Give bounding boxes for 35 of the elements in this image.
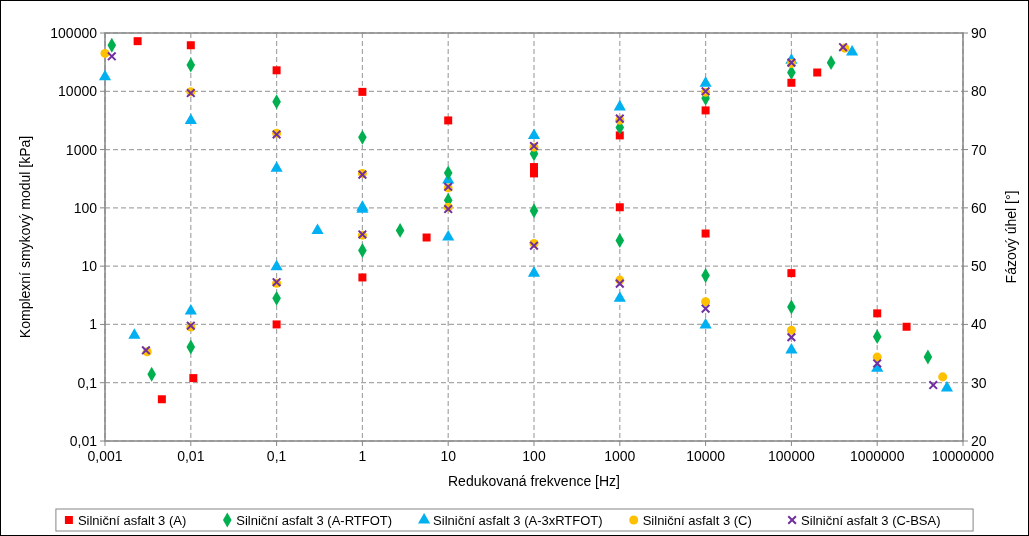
y2-tick-label: 20 — [971, 433, 987, 449]
y-axis-title: Komplexní smykový modul [kPa] — [17, 135, 33, 339]
y2-tick-label: 70 — [971, 141, 987, 158]
y2-tick-label: 30 — [971, 374, 987, 391]
x-tick-label: 0,001 — [87, 448, 123, 464]
y-tick-label: 10000 — [58, 83, 98, 100]
y2-tick-label: 40 — [971, 316, 987, 333]
y-tick-label: 100 — [73, 199, 98, 216]
legend-label: Silniční asfalt 3 (C) — [642, 513, 752, 528]
y-tick-label: 1000 — [65, 141, 98, 158]
x-tick-label: 100000 — [768, 448, 815, 464]
y2-tick-label: 90 — [971, 25, 987, 41]
y2-axis-title: Fázový úhel [°] — [1003, 190, 1019, 284]
x-tick-label: 100 — [522, 448, 546, 464]
y-tick-label: 10 — [81, 258, 98, 275]
legend-label: Silniční asfalt 3 (A) — [77, 513, 187, 528]
x-axis-title: Redukovaná frekvence [Hz] — [448, 473, 620, 489]
x-tick-label: 1 — [358, 448, 367, 464]
y-tick-label: 0,1 — [77, 374, 98, 391]
x-tick-label: 10000 — [686, 448, 726, 464]
x-tick-label: 0,01 — [177, 448, 205, 464]
y-tick-label: 0,01 — [69, 433, 98, 449]
x-tick-label: 10000000 — [931, 448, 995, 464]
x-tick-label: 1000000 — [849, 448, 905, 464]
y-tick-label: 1 — [89, 316, 98, 333]
x-tick-label: 10 — [440, 448, 457, 464]
y-tick-label: 100000 — [50, 25, 98, 41]
x-tick-label: 0,1 — [266, 448, 287, 464]
y2-tick-label: 80 — [971, 83, 987, 100]
y2-tick-label: 60 — [971, 199, 987, 216]
x-tick-label: 1000 — [604, 448, 636, 464]
y2-tick-label: 50 — [971, 258, 987, 275]
legend-label: Silniční asfalt 3 (A-RTFOT) — [236, 513, 393, 528]
legend-label: Silniční asfalt 3 (C-BSA) — [801, 513, 941, 528]
legend-label: Silniční asfalt 3 (A-3xRTFOT) — [433, 513, 603, 528]
